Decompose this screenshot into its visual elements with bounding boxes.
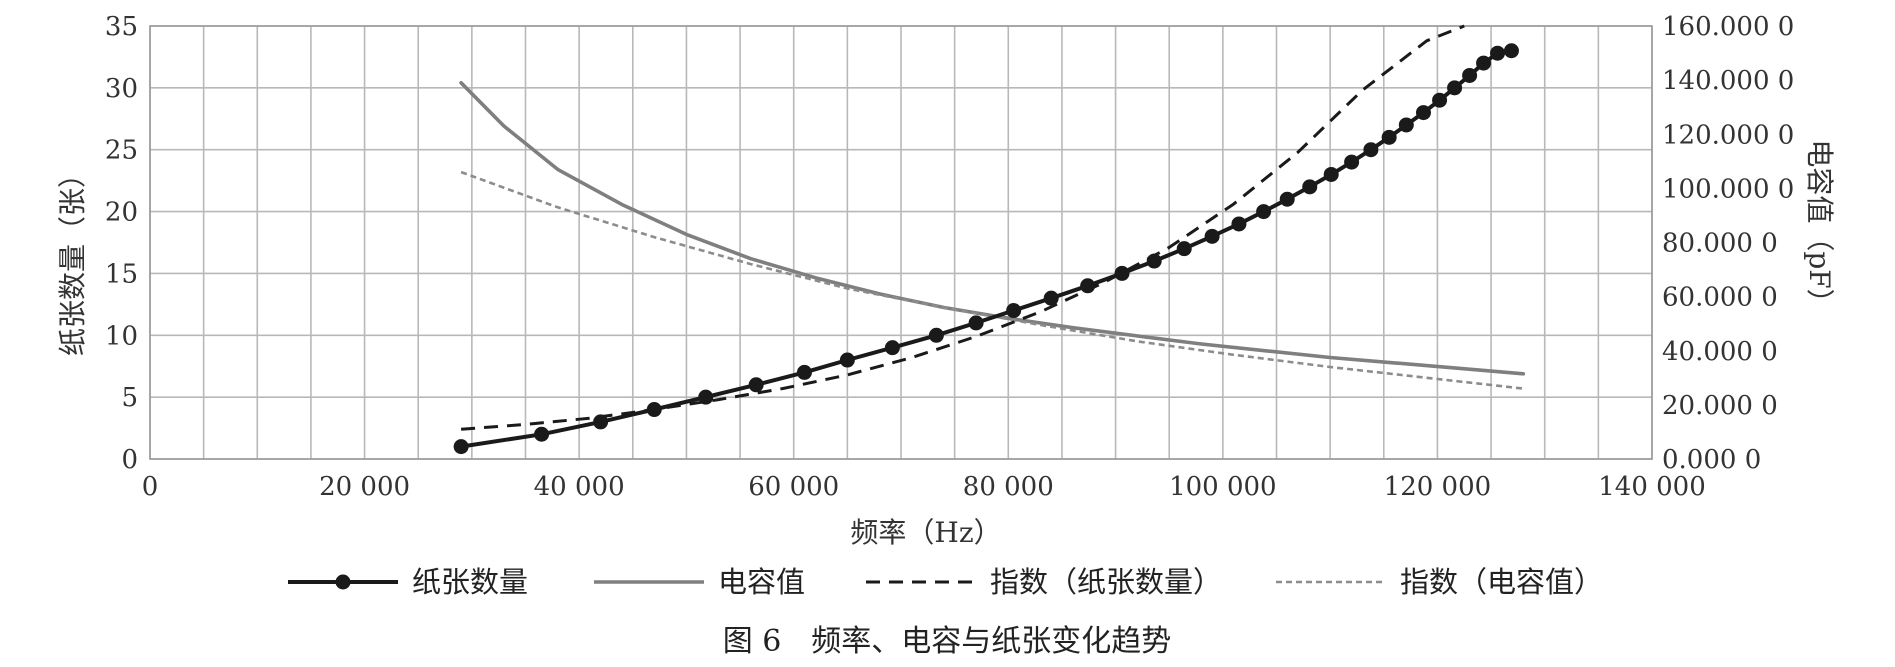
data-point xyxy=(1043,290,1059,306)
y-right-tick-label: 20.000 0 xyxy=(1662,391,1778,421)
data-point xyxy=(1476,55,1492,71)
data-point xyxy=(1398,117,1414,133)
grid xyxy=(149,25,1653,460)
y-left-axis-title: 纸张数量（张） xyxy=(56,160,89,356)
y-left-tick-labels: 0 5 10 15 20 25 30 35 xyxy=(105,12,138,475)
y-right-tick-label: 40.000 0 xyxy=(1662,337,1778,367)
data-point xyxy=(1363,142,1379,158)
x-tick-label: 0 xyxy=(142,472,159,502)
data-point xyxy=(646,402,662,418)
y-left-tick-label: 10 xyxy=(105,321,138,351)
data-point xyxy=(1176,241,1192,257)
data-point xyxy=(1462,67,1478,83)
figure-caption: 图 6 频率、电容与纸张变化趋势 xyxy=(723,624,1172,659)
y-left-tick-label: 30 xyxy=(105,74,138,104)
y-left-tick-label: 15 xyxy=(105,259,138,289)
series-line-1 xyxy=(459,48,1514,449)
y-left-tick-label: 20 xyxy=(105,198,138,228)
data-point xyxy=(839,352,855,368)
data-point xyxy=(1302,179,1318,195)
x-tick-label: 20 000 xyxy=(319,472,410,502)
data-point xyxy=(534,426,550,442)
x-tick-label: 140 000 xyxy=(1598,472,1706,502)
x-tick-label: 40 000 xyxy=(534,472,625,502)
y-right-axis-title: 电容值（pF） xyxy=(1803,139,1836,316)
data-point xyxy=(1279,191,1295,207)
data-point xyxy=(593,414,609,430)
y-right-tick-label: 0.000 0 xyxy=(1662,445,1761,475)
data-point xyxy=(1231,216,1247,232)
data-point xyxy=(968,315,984,331)
plot-frame xyxy=(149,25,1653,460)
data-point xyxy=(1415,105,1431,121)
y-right-tick-label: 60.000 0 xyxy=(1662,283,1778,313)
y-right-tick-label: 80.000 0 xyxy=(1662,229,1778,259)
legend-label: 指数（纸张数量） xyxy=(990,565,1222,599)
data-point xyxy=(748,377,764,393)
series-line-3 xyxy=(460,24,1465,431)
y-right-tick-label: 140.000 0 xyxy=(1662,66,1794,96)
x-axis-title: 频率（Hz） xyxy=(850,516,1001,549)
legend-label: 指数（电容值） xyxy=(1400,565,1603,599)
legend: 纸张数量 电容值 指数（纸张数量） 指数（电容值） xyxy=(288,565,1603,599)
data-point xyxy=(884,340,900,356)
y-left-tick-label: 35 xyxy=(105,12,138,42)
x-tick-label: 60 000 xyxy=(748,472,839,502)
data-point xyxy=(1323,166,1339,182)
data-point xyxy=(796,364,812,380)
x-tick-label: 100 000 xyxy=(1169,472,1277,502)
data-point xyxy=(698,389,714,405)
y-right-tick-label: 160.000 0 xyxy=(1662,12,1794,42)
data-point xyxy=(1503,43,1519,59)
data-point xyxy=(1146,253,1162,269)
legend-label: 电容值 xyxy=(718,565,805,599)
y-right-tick-labels: 0.000 0 20.000 0 40.000 0 60.000 0 80.000 0 1… xyxy=(1662,12,1794,475)
y-right-tick-label: 100.000 0 xyxy=(1662,174,1794,204)
data-point xyxy=(1447,80,1463,96)
legend-marker xyxy=(335,574,351,590)
y-left-tick-label: 5 xyxy=(121,383,138,413)
data-point xyxy=(1490,45,1506,61)
x-tick-label: 80 000 xyxy=(963,472,1054,502)
data-point xyxy=(453,439,469,455)
y-left-tick-label: 25 xyxy=(105,136,138,166)
x-tick-label: 120 000 xyxy=(1384,472,1492,502)
data-point xyxy=(928,327,944,343)
data-point xyxy=(1006,303,1022,319)
x-tick-labels: 0 20 000 40 000 60 000 80 000 100 000 120 000 1… xyxy=(142,472,1706,502)
legend-label: 纸张数量 xyxy=(412,565,528,599)
data-point xyxy=(1381,129,1397,145)
data-point xyxy=(1114,265,1130,281)
series-layer xyxy=(453,24,1526,455)
y-right-tick-label: 120.000 0 xyxy=(1662,120,1794,150)
data-point xyxy=(1204,228,1220,244)
data-point xyxy=(1080,278,1096,294)
y-left-tick-label: 0 xyxy=(121,445,138,475)
data-point xyxy=(1432,92,1448,108)
data-point xyxy=(1256,204,1272,220)
data-point xyxy=(1344,154,1360,170)
